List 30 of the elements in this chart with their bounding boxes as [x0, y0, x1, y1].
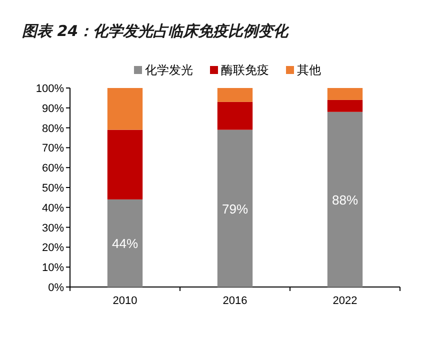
- y-tick-label: 30%: [42, 222, 64, 234]
- bar: [217, 88, 253, 102]
- y-tick-label: 0%: [48, 282, 64, 294]
- legend-label: 化学发光: [145, 63, 193, 77]
- y-tick-label: 60%: [42, 162, 64, 175]
- x-tick-label: 2010: [112, 295, 138, 307]
- y-tick-label: 20%: [42, 242, 64, 254]
- y-tick-label: 50%: [42, 182, 64, 194]
- bar: [107, 88, 143, 130]
- chart-title: 图表 24：化学发光占临床免疫比例变化: [22, 22, 290, 40]
- bar: [217, 130, 253, 287]
- data-label: 88%: [332, 192, 358, 208]
- bar: [327, 112, 363, 287]
- data-label: 44%: [112, 236, 138, 252]
- bar: [107, 199, 143, 287]
- data-label: 79%: [222, 201, 248, 216]
- bar: [217, 102, 253, 130]
- x-tick-label: 2016: [222, 295, 248, 307]
- bar: [107, 130, 143, 200]
- y-tick-label: 100%: [36, 83, 64, 95]
- y-tick-label: 10%: [42, 262, 64, 274]
- y-tick-label: 40%: [42, 202, 64, 214]
- bar: [327, 88, 363, 100]
- y-tick-label: 70%: [42, 142, 64, 155]
- y-tick-label: 90%: [42, 102, 64, 115]
- x-tick-label: 2022: [332, 295, 358, 307]
- y-tick-label: 80%: [42, 122, 64, 135]
- legend-label: 其他: [297, 63, 321, 77]
- bar: [327, 100, 363, 112]
- legend-label: 酶联免疫: [221, 63, 269, 77]
